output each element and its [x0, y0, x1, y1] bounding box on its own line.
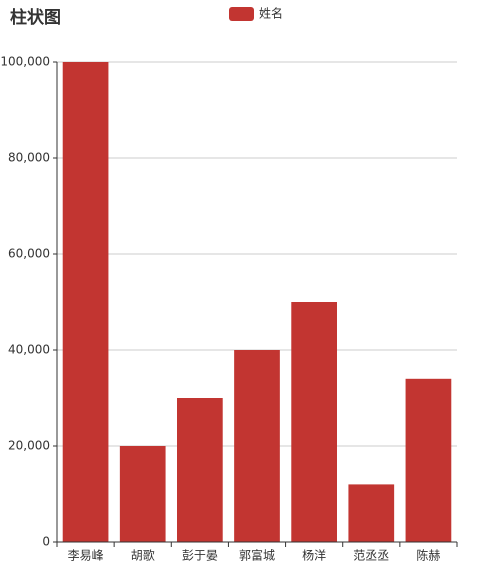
bar — [177, 398, 223, 542]
bar — [405, 378, 452, 542]
legend-label: 姓名 — [259, 6, 283, 21]
x-tick-label: 陈赫 — [416, 548, 440, 563]
y-tick-label: 20,000 — [8, 439, 50, 453]
x-tick-label: 杨洋 — [302, 548, 326, 563]
x-tick-label: 郭富城 — [239, 548, 275, 563]
x-tick-label: 李易峰 — [68, 548, 104, 563]
bar — [291, 302, 337, 542]
y-tick-label: 60,000 — [8, 247, 50, 261]
y-tick-label: 40,000 — [8, 343, 50, 357]
bar — [62, 62, 109, 542]
legend-swatch — [229, 7, 254, 21]
bar — [119, 446, 166, 542]
y-tick-label: 0 — [42, 535, 50, 549]
bar — [348, 484, 395, 542]
x-tick-label: 范丞丞 — [353, 549, 389, 563]
y-tick-label: 80,000 — [8, 151, 50, 165]
chart-title: 柱状图 — [10, 7, 61, 28]
x-tick-label: 胡歌 — [131, 548, 155, 563]
x-tick-label: 彭于晏 — [182, 549, 218, 563]
bar — [234, 350, 280, 542]
y-tick-label: 100,000 — [0, 55, 50, 69]
